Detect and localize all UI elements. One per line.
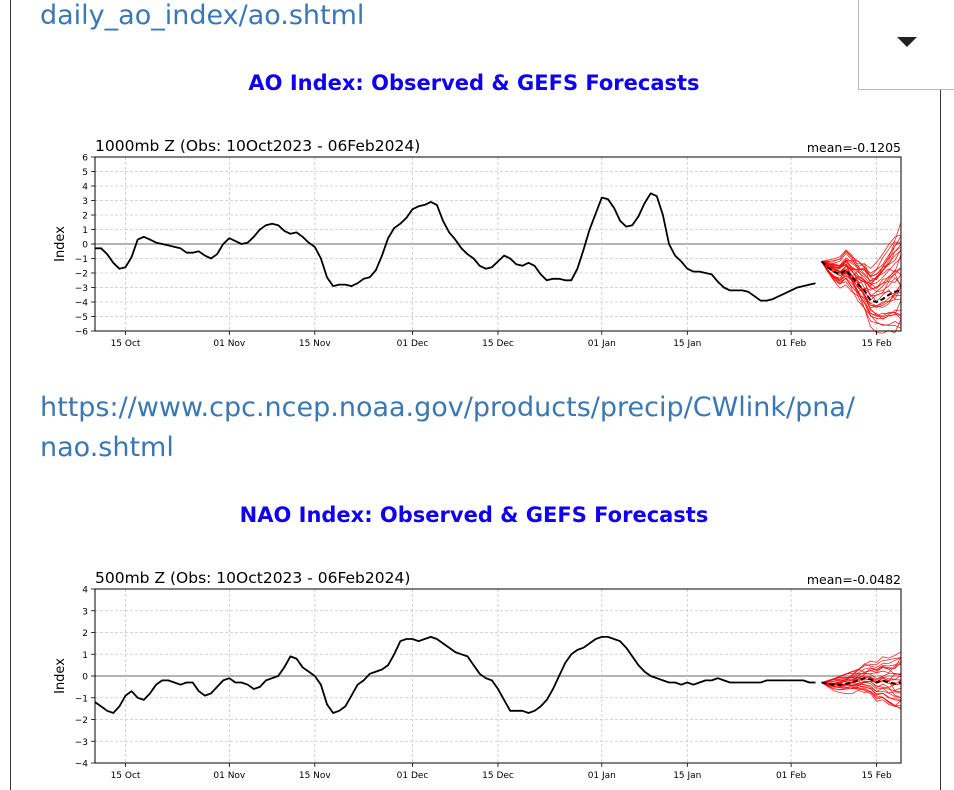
x-tick-label: 15 Dec [482, 771, 514, 781]
y-tick-label: −1 [75, 255, 88, 265]
x-tick-label: 01 Feb [776, 339, 807, 349]
y-tick-label: −5 [75, 313, 88, 323]
forecast-member-line [821, 261, 902, 329]
ensemble-mean-line [820, 260, 902, 304]
x-tick-label: 15 Dec [482, 339, 514, 349]
y-tick-label: 0 [82, 673, 88, 683]
x-tick-label: 15 Jan [673, 771, 701, 781]
x-tick-label: 15 Feb [861, 339, 892, 349]
ao-index-chart: 6 5 4 3 2 1 0 −1 −2 −3 −4 −5 −6 15 Oct 01 Nov 15 Nov 01 … [53, 137, 902, 349]
ao-page-link[interactable]: daily_ao_index/ao.shtml [40, 0, 365, 31]
x-tick-label: 01 Feb [776, 771, 807, 781]
forecast-member-line [821, 222, 902, 274]
y-tick-label: 3 [82, 197, 88, 207]
nao-page-link-line2[interactable]: nao.shtml [40, 432, 174, 463]
mean-label: mean=-0.0482 [807, 572, 901, 587]
forecast-members [821, 651, 902, 710]
content-frame-left-border [10, 0, 11, 790]
y-tick-label: −2 [75, 270, 88, 280]
content-frame-right-border [940, 90, 941, 790]
x-tick-label: 01 Jan [588, 771, 616, 781]
x-tick-label: 15 Feb [861, 771, 892, 781]
forecast-members [821, 222, 902, 334]
x-tick-label: 15 Jan [673, 339, 701, 349]
forecast-member-line [821, 651, 902, 684]
x-tick-label: 01 Dec [397, 339, 429, 349]
x-tick-label: 01 Jan [588, 339, 616, 349]
nao-chart-heading: NAO Index: Observed & GEFS Forecasts [239, 503, 709, 527]
x-tick-label: 15 Nov [299, 339, 332, 349]
forecast-member-line [821, 682, 902, 710]
y-tick-label: −2 [75, 716, 88, 726]
forecast-member-line [821, 258, 902, 293]
y-tick-label: 3 [82, 607, 88, 617]
forecast-member-line [821, 656, 902, 683]
x-tick-label: 15 Oct [111, 339, 141, 349]
caret-down-icon[interactable] [897, 37, 917, 47]
forecast-member-line [821, 253, 902, 287]
chart-title: 1000mb Z (Obs: 10Oct2023 - 06Feb2024) [95, 137, 420, 155]
y-tick-label: 2 [82, 629, 88, 639]
forecast-member-line [821, 682, 901, 706]
y-tick-label: 5 [82, 168, 88, 178]
y-tick-label: 2 [82, 212, 88, 222]
y-tick-label: −6 [75, 328, 89, 338]
y-tick-label: −3 [75, 738, 88, 748]
y-tick-label: 4 [82, 586, 88, 596]
y-tick-label: 0 [82, 241, 88, 251]
chart-title: 500mb Z (Obs: 10Oct2023 - 06Feb2024) [95, 569, 410, 587]
nao-index-chart: 4 3 2 1 0 −1 −2 −3 −4 15 Oct 01 Nov 15 Nov 01 Dec 15 … [53, 569, 902, 781]
observed-index-line [95, 192, 816, 302]
forecast-member-line [821, 246, 902, 282]
y-axis-label: Index [53, 658, 68, 694]
ao-chart-heading: AO Index: Observed & GEFS Forecasts [248, 71, 700, 95]
y-tick-label: 1 [82, 226, 88, 236]
grid-lines [95, 156, 901, 332]
forecast-member-line [821, 657, 902, 686]
x-tick-label: 01 Dec [397, 771, 429, 781]
y-tick-label: 1 [82, 651, 88, 661]
y-tick-label: 4 [82, 183, 88, 193]
forecast-member-line [821, 261, 902, 297]
y-tick-label: −4 [75, 299, 89, 309]
y-tick-label: 6 [82, 154, 88, 164]
mean-label: mean=-0.1205 [807, 140, 901, 155]
x-tick-label: 01 Nov [213, 339, 246, 349]
forecast-member-line [821, 261, 902, 289]
y-tick-label: −4 [75, 760, 89, 770]
grid-lines [95, 588, 901, 764]
y-tick-label: −1 [75, 694, 88, 704]
y-axis-label: Index [53, 226, 68, 262]
forecast-member-line [821, 260, 902, 307]
observed-index-line [94, 636, 816, 714]
forecast-member-line [821, 257, 902, 285]
ensemble-mean-line [821, 677, 902, 686]
x-tick-label: 15 Nov [299, 771, 332, 781]
x-tick-label: 15 Oct [111, 771, 141, 781]
x-tick-label: 01 Nov [213, 771, 246, 781]
nao-page-link-line1[interactable]: https://www.cpc.ncep.noaa.gov/products/p… [40, 392, 856, 423]
forecast-member-line [821, 261, 902, 320]
y-tick-label: −3 [75, 284, 88, 294]
forecast-member-line [821, 234, 902, 270]
dropdown-toggle[interactable] [858, 0, 954, 90]
